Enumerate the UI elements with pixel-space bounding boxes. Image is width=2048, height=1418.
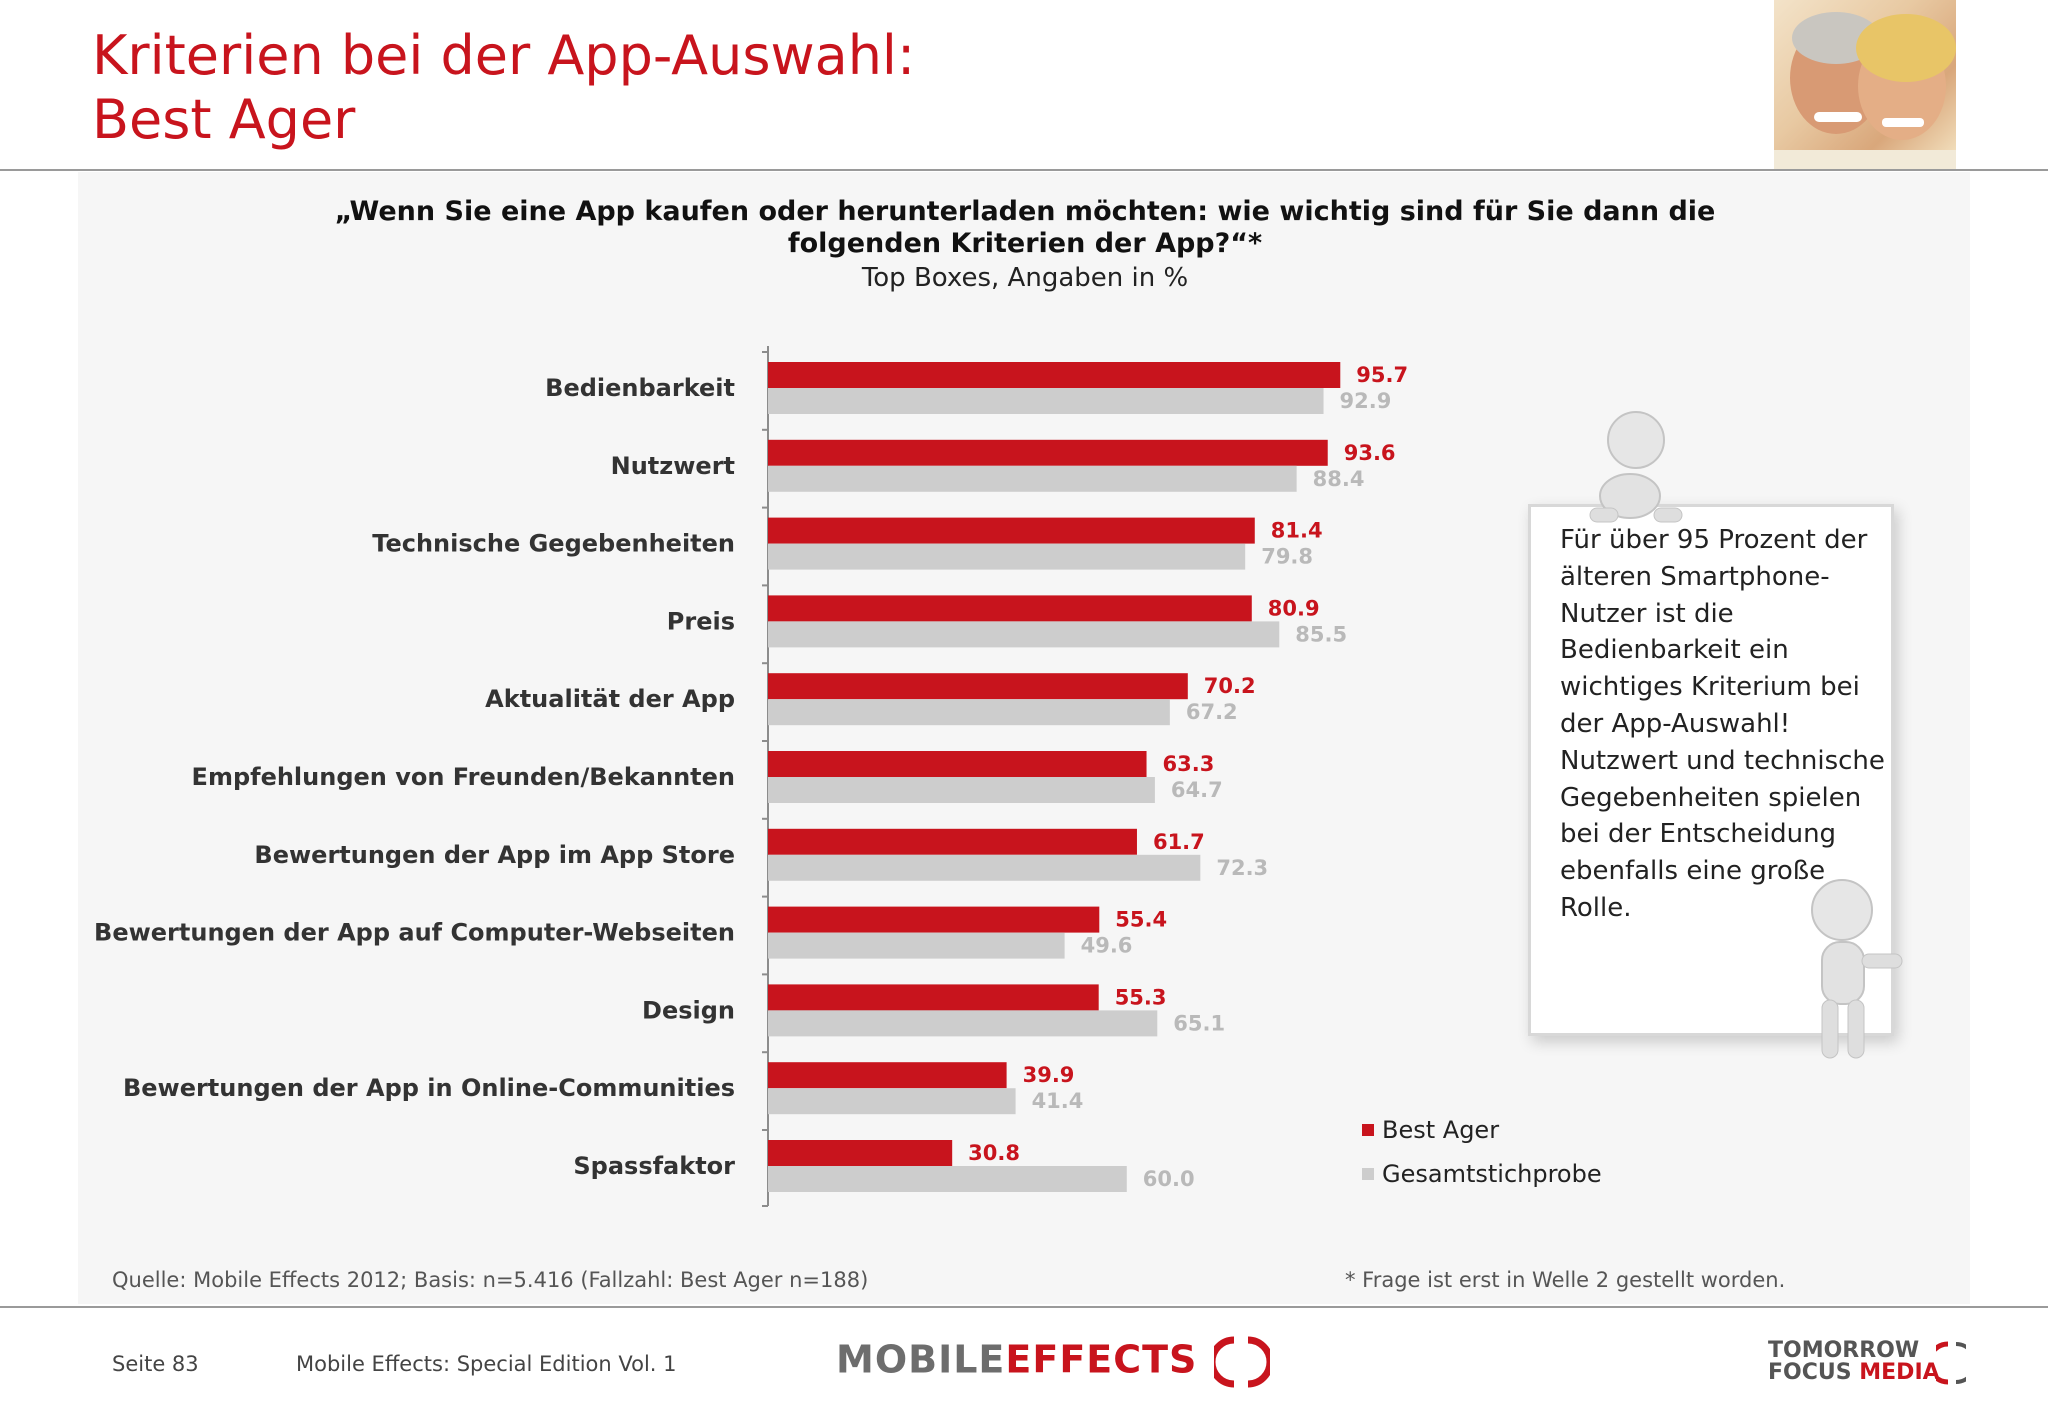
data-label-gesamtstichprobe: 49.6: [1081, 934, 1133, 958]
bar-gesamtstichprobe: [768, 777, 1155, 803]
tomorrow-focus-bracket-icon: [1936, 1341, 1966, 1385]
title-line-2: Best Ager: [92, 88, 356, 151]
data-label-best-ager: 93.6: [1344, 441, 1396, 465]
logo-effects-text: EFFECTS: [1005, 1337, 1198, 1382]
data-label-gesamtstichprobe: 41.4: [1032, 1089, 1084, 1113]
data-label-gesamtstichprobe: 85.5: [1295, 622, 1347, 646]
bar-gesamtstichprobe: [768, 543, 1246, 570]
category-label: Nutzwert: [611, 452, 735, 480]
bar-best-ager: [768, 751, 1147, 777]
footer-rule: [0, 1306, 2048, 1308]
data-label-best-ager: 39.9: [1023, 1063, 1075, 1087]
bar-best-ager: [768, 517, 1255, 544]
header-rule: [0, 169, 2048, 171]
category-label: Design: [642, 996, 735, 1024]
callout-text: Für über 95 Prozent der älteren Smartpho…: [1560, 525, 1885, 923]
title-line-1: Kriterien bei der App-Auswahl:: [92, 24, 916, 87]
bar-best-ager: [768, 1140, 953, 1166]
category-label: Bewertungen der App im App Store: [254, 841, 735, 869]
figure-bottom-illustration: [1811, 879, 1903, 1059]
category-label: Bewertungen der App auf Computer-Webseit…: [94, 919, 735, 947]
data-label-best-ager: 80.9: [1268, 596, 1320, 620]
data-label-gesamtstichprobe: 72.3: [1216, 856, 1268, 880]
data-label-best-ager: 61.7: [1153, 830, 1205, 854]
data-label-gesamtstichprobe: 79.8: [1261, 545, 1313, 569]
logo-media-text: MEDIA: [1859, 1360, 1940, 1385]
bar-gesamtstichprobe: [768, 388, 1324, 414]
data-label-gesamtstichprobe: 64.7: [1171, 778, 1223, 802]
bar-best-ager: [768, 828, 1137, 855]
question-line-2: folgenden Kriterien der App?“*: [787, 228, 1263, 259]
bar-gesamtstichprobe: [768, 699, 1170, 726]
legend-item-gesamtstichprobe: Gesamtstichprobe: [1362, 1160, 1602, 1188]
legend-swatch-gesamtstichprobe: [1362, 1168, 1374, 1180]
logo-mobile-text: MOBILE: [836, 1337, 1006, 1382]
data-label-gesamtstichprobe: 88.4: [1313, 467, 1365, 491]
best-ager-couple-photo: [1774, 0, 1956, 170]
category-label: Bewertungen der App in Online-Communitie…: [123, 1074, 735, 1102]
category-label: Aktualität der App: [485, 685, 735, 713]
logo-focus-text: FOCUS: [1768, 1360, 1852, 1385]
page-title: Kriterien bei der App-Auswahl: Best Ager: [92, 24, 915, 152]
data-label-best-ager: 95.7: [1356, 363, 1408, 387]
data-label-gesamtstichprobe: 60.0: [1143, 1167, 1195, 1191]
bar-best-ager: [768, 439, 1328, 466]
bar-gesamtstichprobe: [768, 1088, 1016, 1115]
edition-label: Mobile Effects: Special Edition Vol. 1: [296, 1352, 677, 1376]
question-line-1: „Wenn Sie eine App kaufen oder herunterl…: [334, 196, 1716, 227]
legend-label-best-ager: Best Ager: [1382, 1116, 1500, 1144]
legend-item-best-ager: Best Ager: [1362, 1116, 1499, 1144]
bar-gesamtstichprobe: [768, 854, 1201, 881]
data-label-best-ager: 63.3: [1163, 752, 1215, 776]
data-label-gesamtstichprobe: 92.9: [1340, 389, 1392, 413]
page-number: Seite 83: [112, 1352, 199, 1376]
survey-question: „Wenn Sie eine App kaufen oder herunterl…: [300, 196, 1750, 260]
data-label-gesamtstichprobe: 65.1: [1173, 1011, 1225, 1035]
data-label-gesamtstichprobe: 67.2: [1186, 700, 1238, 724]
chart-subtitle: Top Boxes, Angaben in %: [861, 263, 1189, 293]
data-label-best-ager: 81.4: [1271, 519, 1323, 543]
tomorrow-focus-media-logo: TOMORROW FOCUS MEDIA: [1768, 1340, 1940, 1384]
bar-gesamtstichprobe: [768, 465, 1297, 492]
bar-best-ager: [768, 595, 1252, 622]
data-label-best-ager: 55.4: [1115, 908, 1167, 932]
bar-gesamtstichprobe: [768, 932, 1065, 959]
category-label: Empfehlungen von Freunden/Bekannten: [192, 763, 735, 791]
legend-label-gesamtstichprobe: Gesamtstichprobe: [1382, 1160, 1602, 1188]
logo-tomorrow-text: TOMORROW: [1768, 1338, 1920, 1363]
source-note: Quelle: Mobile Effects 2012; Basis: n=5.…: [112, 1268, 869, 1292]
legend-swatch-best-ager: [1362, 1124, 1374, 1136]
data-label-best-ager: 30.8: [968, 1141, 1020, 1165]
category-label: Technische Gegebenheiten: [372, 530, 735, 558]
bar-gesamtstichprobe: [768, 1010, 1158, 1037]
bar-best-ager: [768, 362, 1341, 388]
category-label: Preis: [667, 607, 735, 635]
category-label: Spassfaktor: [573, 1152, 735, 1180]
mobile-effects-logo: MOBILEEFFECTS: [836, 1336, 1274, 1388]
bar-best-ager: [768, 984, 1099, 1011]
bar-best-ager: [768, 906, 1100, 933]
footnote: * Frage ist erst in Welle 2 gestellt wor…: [1345, 1268, 1786, 1292]
mobile-effects-bracket-icon: [1208, 1336, 1274, 1388]
data-label-best-ager: 55.3: [1115, 985, 1167, 1009]
bar-gesamtstichprobe: [768, 1166, 1127, 1192]
bar-best-ager: [768, 673, 1188, 700]
couple-photo-illustration: [1774, 12, 1956, 170]
data-label-best-ager: 70.2: [1204, 674, 1256, 698]
bar-gesamtstichprobe: [768, 621, 1280, 648]
category-label: Bedienbarkeit: [545, 374, 735, 402]
figure-top-illustration: [1589, 411, 1683, 523]
bar-best-ager: [768, 1062, 1007, 1089]
